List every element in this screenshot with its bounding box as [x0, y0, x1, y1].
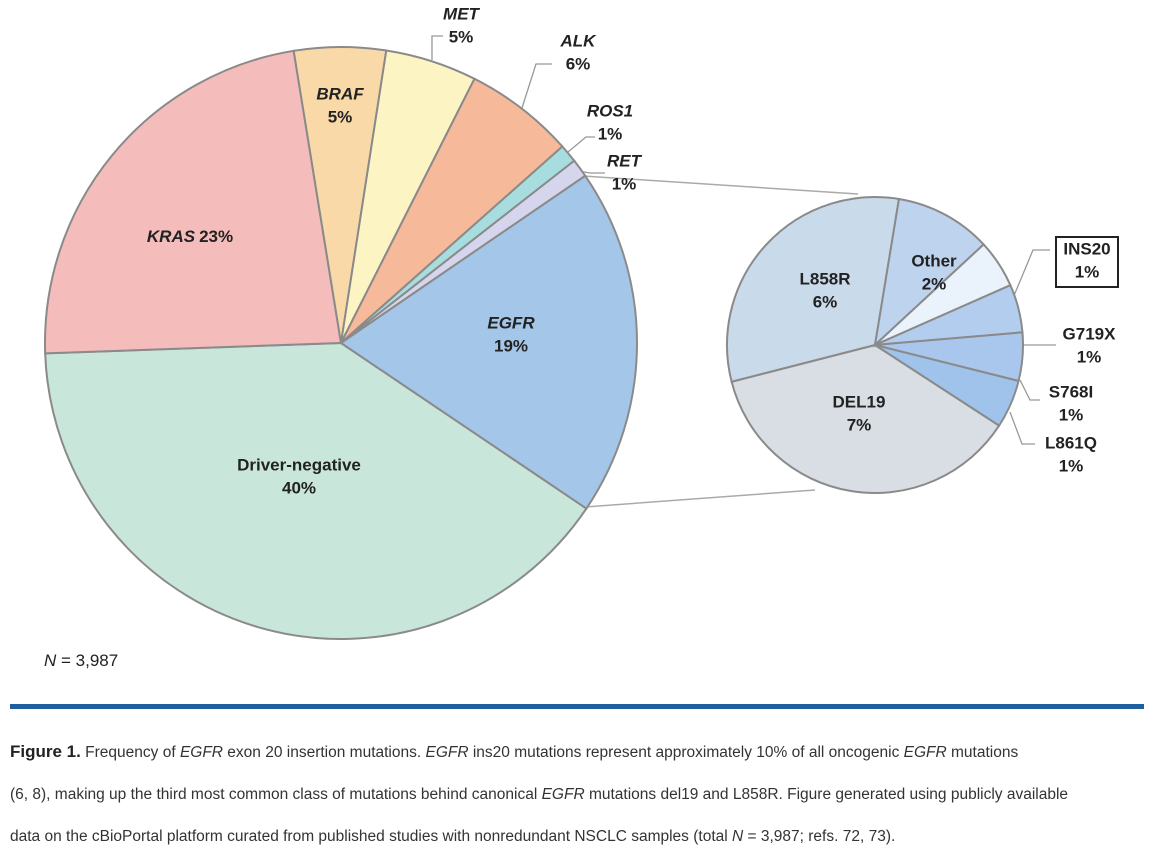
value-label: 2% [922, 274, 947, 293]
category-label: DEL19 [833, 392, 886, 411]
value-label: 6% [566, 54, 591, 73]
caption-text: EGFR [541, 786, 585, 803]
category-label: L858R [799, 269, 850, 288]
caption-text: N [732, 828, 744, 845]
caption: Figure 1. Frequency of EGFR exon 20 inse… [10, 720, 1068, 868]
caption-text: data on the cBioPortal platform curated … [10, 828, 732, 845]
caption-line: (6, 8), making up the third most common … [10, 784, 1068, 805]
category-label: ALK [560, 31, 598, 50]
slice [339, 174, 638, 510]
page: Driver-negative 40% KRAS 23% BRAF 5% MET 5% ALK 6… [10, 4, 1144, 845]
caption-text: = 3,987; refs. 72, 73). [743, 828, 896, 845]
leaders [431, 35, 1056, 445]
category-label: KRAS [147, 227, 196, 246]
leader [1019, 379, 1040, 401]
slice [730, 343, 1001, 494]
leader [567, 136, 595, 153]
category-label: ROS1 [587, 101, 633, 120]
category-label: BRAF [316, 84, 364, 103]
leader [521, 63, 552, 109]
value-label: 23% [199, 227, 233, 246]
slice [44, 341, 588, 640]
pie [726, 196, 1024, 494]
caption-text: (6, 8), making up the third most common … [10, 786, 542, 803]
category-label: L861Q [1045, 433, 1097, 452]
connector [584, 489, 816, 508]
slice [726, 196, 901, 383]
note-value: = 3,987 [56, 651, 119, 670]
value-label: 1% [612, 174, 637, 193]
caption-rule [10, 704, 1144, 709]
category-label: RET [607, 151, 643, 170]
caption-line: data on the cBioPortal platform curated … [10, 826, 1068, 847]
connector [582, 175, 859, 195]
value-label: 1% [1075, 262, 1100, 281]
caption-text: EGFR [425, 744, 469, 761]
value-label: 40% [282, 478, 316, 497]
category-label: MET [443, 4, 481, 23]
value-label: 5% [449, 27, 474, 46]
connectors [582, 175, 859, 508]
caption-text: ins20 mutations represent approximately … [468, 744, 904, 761]
value-label: 6% [813, 292, 838, 311]
caption-label: Figure 1. [10, 742, 81, 761]
leader [1012, 249, 1050, 299]
caption-text: EGFR [903, 744, 947, 761]
value-label: 1% [598, 124, 623, 143]
category-label: S768I [1049, 382, 1093, 401]
caption-text: mutations del19 and L858R. Figure genera… [584, 786, 1069, 803]
slice [873, 197, 986, 348]
value-label: 19% [494, 336, 528, 355]
chart: Driver-negative 40% KRAS 23% BRAF 5% MET 5% ALK 6… [44, 4, 1119, 640]
leader [431, 35, 443, 60]
category-label: Driver-negative [237, 455, 361, 474]
category-label: Other [911, 251, 957, 270]
leader [1009, 411, 1035, 445]
caption-text: Frequency of [80, 744, 180, 761]
caption-text: exon 20 insertion mutations. [223, 744, 426, 761]
category-label: EGFR [487, 313, 535, 332]
category-label: G719X [1063, 324, 1117, 343]
pie [44, 46, 638, 640]
slice [874, 344, 1020, 427]
caption-text: EGFR [179, 744, 223, 761]
value-label: 1% [1077, 347, 1102, 366]
sample-size: N = 3,987 [44, 651, 118, 671]
caption-text: mutations [946, 744, 1019, 761]
caption-line: Figure 1. Frequency of EGFR exon 20 inse… [10, 741, 1068, 763]
ins20-box [1055, 236, 1119, 288]
note-n: N [44, 651, 57, 670]
value-label: 5% [328, 107, 353, 126]
value-label: 1% [1059, 456, 1084, 475]
value-label: 7% [847, 415, 872, 434]
category-label: INS20 [1063, 239, 1110, 258]
value-label: 1% [1059, 405, 1084, 424]
slice-label: KRAS 23% [147, 227, 233, 246]
slice [44, 49, 343, 355]
